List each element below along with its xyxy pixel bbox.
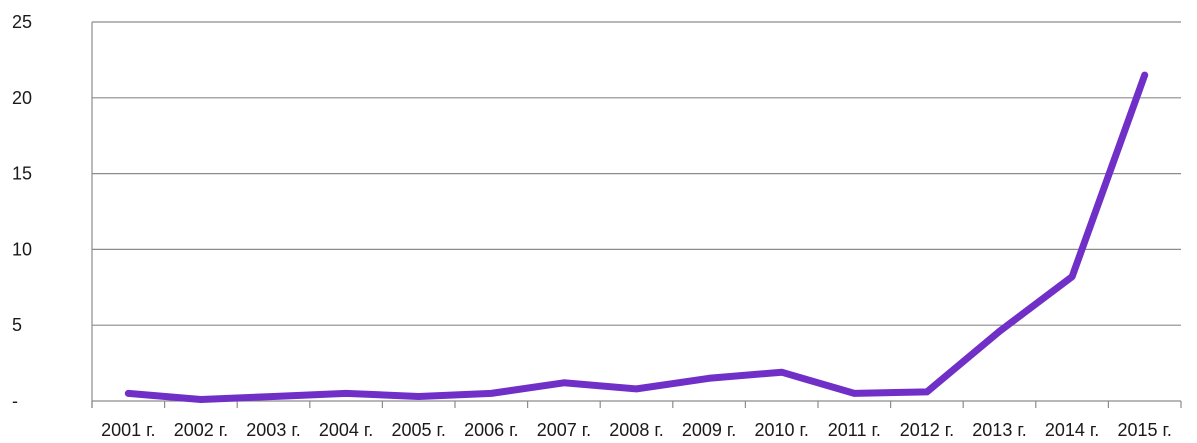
gridlines [92,21,1181,326]
x-axis-tick-labels: 2001 г. 2002 г. 2003 г. 2004 г. 2005 г. 2006 … [101,420,1172,440]
x-tick-label: 2008 г. [609,420,663,440]
x-tick-label: 2007 г. [537,420,591,440]
x-tick-label: 2003 г. [246,420,300,440]
series-lines [124,71,1149,403]
x-tick-label: 2002 г. [174,420,228,440]
y-tick-label: 25 [12,12,32,32]
x-tick-label: 2009 г. [682,420,736,440]
x-tick-label: 2001 г. [101,420,155,440]
x-tick-label: 2013 г. [972,420,1026,440]
x-tick-label: 2015 г. [1117,420,1171,440]
x-tick-label: 2011 г. [828,420,881,440]
series-line-0 [124,71,1149,403]
x-tick-label: 2006 г. [464,420,518,440]
axes [91,22,1182,408]
y-axis-tick-labels: - 5 10 15 20 25 [12,12,32,411]
x-tick-label: 2005 г. [391,420,445,440]
x-tick-label: 2010 г. [754,420,808,440]
y-tick-label: 10 [12,239,32,259]
x-tick-label: 2004 г. [319,420,373,440]
y-tick-label: 5 [12,315,22,335]
y-tick-label: 15 [12,164,32,184]
y-tick-label: 20 [12,88,32,108]
x-tick-label: 2012 г. [900,420,954,440]
x-tick-label: 2014 г. [1045,420,1099,440]
y-tick-label: - [12,391,18,411]
